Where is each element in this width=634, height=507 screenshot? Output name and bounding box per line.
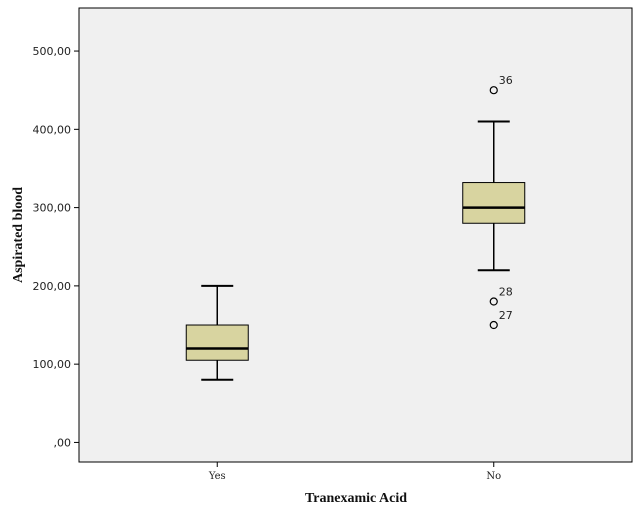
- x-tick-label: Yes: [208, 471, 226, 482]
- outlier-label: 36: [499, 74, 513, 87]
- outlier-label: 28: [499, 286, 513, 299]
- x-axis-title: Tranexamic Acid: [305, 491, 407, 506]
- x-axis: Yes No: [208, 462, 501, 482]
- y-tick-label: 200,00: [33, 280, 72, 293]
- y-tick-label: ,00: [54, 436, 72, 449]
- iqr-box: [462, 182, 526, 224]
- outlier-point: [489, 297, 498, 306]
- iqr-box: [185, 324, 249, 361]
- y-tick-label: 100,00: [33, 358, 72, 371]
- outlier-point: [489, 320, 498, 330]
- plot-area: [78, 7, 633, 463]
- outlier-point: [489, 86, 498, 95]
- y-tick-label: 300,00: [33, 202, 72, 215]
- outlier-label: 27: [499, 309, 513, 322]
- box-group: 36 28 27: [462, 74, 526, 330]
- y-tick-label: 500,00: [33, 45, 72, 58]
- x-tick-label: No: [486, 471, 501, 482]
- y-tick-label: 400,00: [33, 123, 72, 136]
- box-group: [185, 284, 249, 381]
- box-series: 36 28 27: [185, 74, 526, 381]
- y-axis: ,00 100,00 200,00 300,00 400,00 500,00: [33, 45, 79, 449]
- y-axis-title: Aspirated blood: [11, 187, 26, 283]
